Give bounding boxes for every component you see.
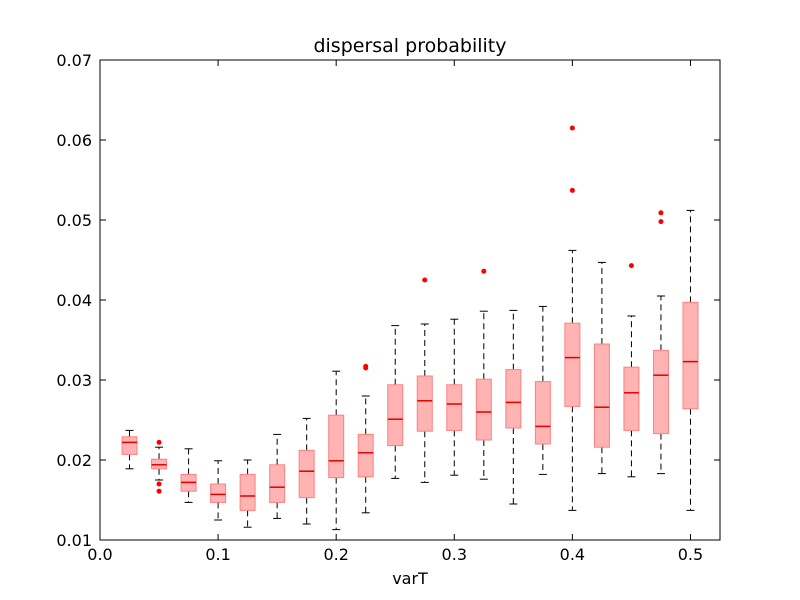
box [121, 436, 138, 455]
outlier-point [481, 268, 487, 274]
box-group [475, 268, 492, 480]
box-group [121, 429, 138, 470]
outlier-point [156, 488, 162, 494]
box-group [416, 277, 433, 483]
axis-ticks: 0.0 0.1 0.2 0.3 0.4 0.5 0.01 0.02 0.03 0.04 0.05 0.… [56, 51, 720, 564]
box-group [446, 318, 463, 476]
outlier-point [156, 481, 162, 487]
box-group [180, 448, 197, 503]
box-group [387, 325, 404, 479]
box [652, 349, 669, 435]
box [475, 378, 492, 441]
y-tick-label: 0.02 [56, 451, 92, 470]
y-tick-label: 0.06 [56, 131, 92, 150]
box-group [151, 439, 168, 494]
y-tick-label: 0.07 [56, 51, 92, 70]
outlier-point [658, 219, 664, 225]
x-tick-label: 0.2 [323, 545, 348, 564]
box-group [210, 460, 227, 521]
box-group [534, 305, 551, 475]
box [623, 366, 640, 431]
box [239, 473, 256, 511]
box [328, 414, 345, 479]
box [564, 322, 581, 407]
box-group [357, 363, 374, 514]
box-group [328, 370, 345, 531]
box [210, 483, 227, 503]
box [151, 458, 168, 470]
box [416, 375, 433, 432]
box-group [652, 210, 669, 475]
box-group [505, 309, 522, 505]
box-group [298, 417, 315, 525]
box [387, 384, 404, 447]
y-tick-label: 0.01 [56, 531, 92, 550]
box-group [269, 433, 286, 519]
box [446, 384, 463, 431]
box-group [682, 209, 699, 511]
box [593, 343, 610, 448]
box [682, 301, 699, 410]
box-group [593, 261, 610, 475]
x-tick-label: 0.4 [560, 545, 585, 564]
box [269, 464, 286, 503]
x-tick-label: 0.5 [678, 545, 703, 564]
outlier-point [422, 277, 428, 283]
chart-title: dispersal probability [313, 35, 506, 57]
box-group [623, 263, 640, 478]
outlier-point [569, 125, 575, 131]
box-group [239, 459, 256, 528]
box [534, 381, 551, 445]
y-tick-label: 0.05 [56, 211, 92, 230]
x-axis-label: varT [392, 569, 428, 588]
x-tick-label: 0.0 [87, 545, 112, 564]
box-group [564, 125, 581, 511]
x-tick-label: 0.1 [205, 545, 230, 564]
outlier-point [628, 263, 634, 269]
outlier-point [156, 439, 162, 445]
outlier-point [363, 365, 369, 371]
y-tick-label: 0.04 [56, 291, 92, 310]
y-tick-label: 0.03 [56, 371, 92, 390]
x-tick-label: 0.3 [442, 545, 467, 564]
box [505, 369, 522, 429]
box [298, 449, 315, 499]
outlier-point [569, 187, 575, 193]
plot-area [121, 125, 699, 531]
outlier-point [658, 210, 664, 216]
box [357, 433, 374, 478]
